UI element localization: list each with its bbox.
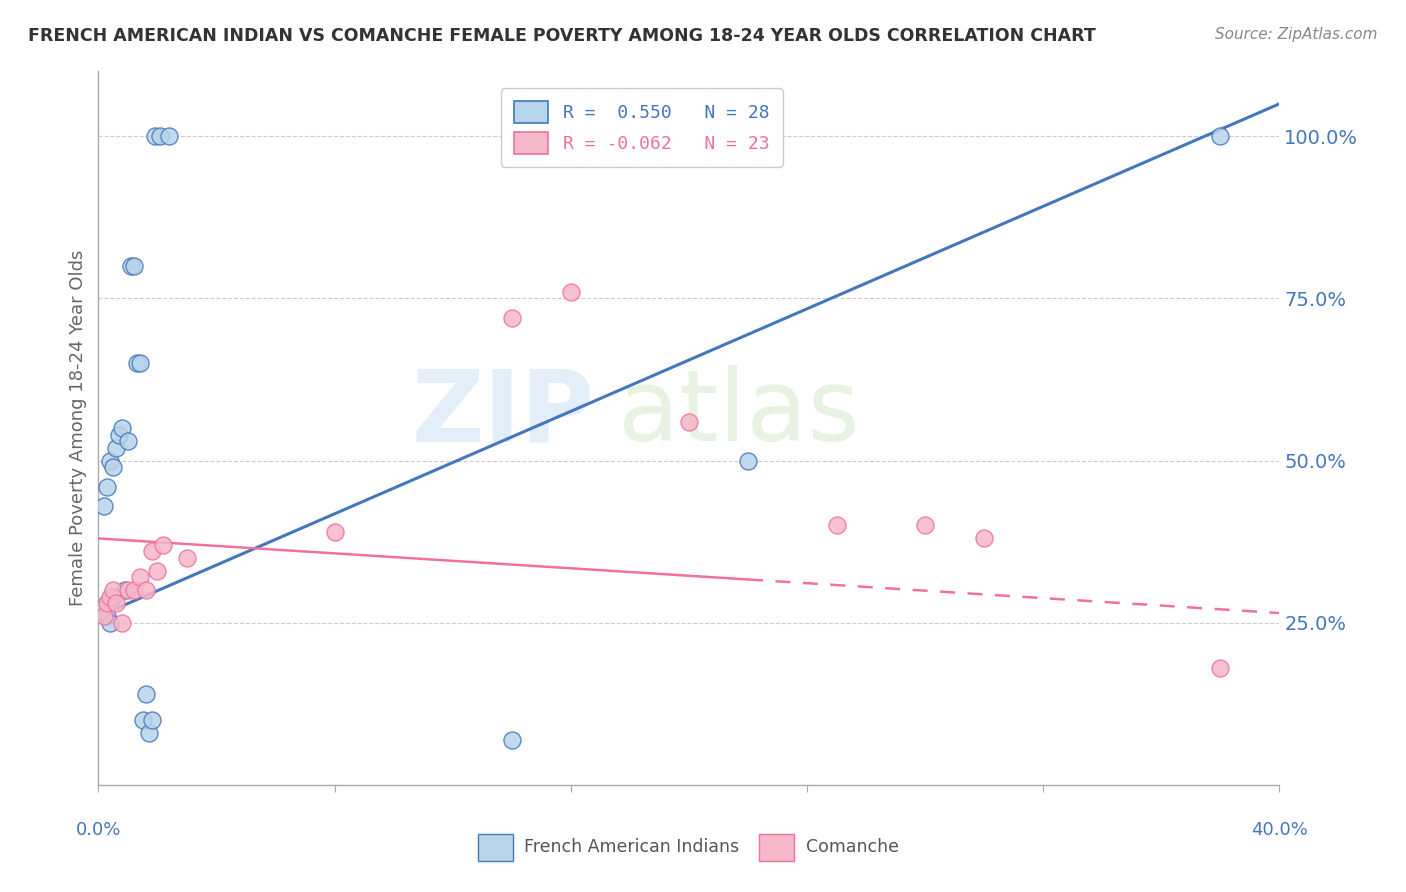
Point — [138, 726, 160, 740]
Point — [96, 596, 118, 610]
Text: Source: ZipAtlas.com: Source: ZipAtlas.com — [1215, 27, 1378, 42]
Point — [125, 356, 148, 370]
Point — [141, 713, 163, 727]
Text: 40.0%: 40.0% — [1251, 821, 1308, 838]
Point — [122, 259, 145, 273]
Point — [90, 603, 112, 617]
Point — [96, 609, 118, 624]
Point — [678, 415, 700, 429]
Point — [105, 441, 128, 455]
Text: FRENCH AMERICAN INDIAN VS COMANCHE FEMALE POVERTY AMONG 18-24 YEAR OLDS CORRELAT: FRENCH AMERICAN INDIAN VS COMANCHE FEMAL… — [28, 27, 1095, 45]
Point — [146, 564, 169, 578]
Point — [96, 479, 118, 493]
Point — [114, 583, 136, 598]
Point — [914, 518, 936, 533]
Point — [560, 285, 582, 299]
Point — [501, 310, 523, 325]
Point — [122, 583, 145, 598]
Point — [103, 460, 125, 475]
Point — [96, 596, 118, 610]
Point — [149, 129, 172, 144]
Point — [135, 583, 157, 598]
Point — [117, 583, 139, 598]
Point — [1209, 661, 1232, 675]
Point — [737, 453, 759, 467]
Point — [1209, 129, 1232, 144]
Point — [93, 603, 115, 617]
Point — [111, 421, 134, 435]
Point — [152, 538, 174, 552]
Text: Comanche: Comanche — [806, 838, 898, 856]
Point — [98, 615, 121, 630]
Point — [120, 259, 142, 273]
Point — [111, 615, 134, 630]
Point — [128, 570, 150, 584]
Y-axis label: Female Poverty Among 18-24 Year Olds: Female Poverty Among 18-24 Year Olds — [69, 250, 87, 607]
Point — [103, 583, 125, 598]
Point — [323, 524, 346, 539]
Point — [176, 550, 198, 565]
Point — [108, 427, 131, 442]
Text: French American Indians: French American Indians — [524, 838, 740, 856]
Point — [143, 129, 166, 144]
Point — [501, 732, 523, 747]
Point — [105, 596, 128, 610]
Text: atlas: atlas — [619, 366, 859, 462]
Point — [141, 544, 163, 558]
Point — [128, 356, 150, 370]
Point — [103, 590, 125, 604]
Legend: R =  0.550   N = 28, R = -0.062   N = 23: R = 0.550 N = 28, R = -0.062 N = 23 — [501, 88, 783, 167]
Point — [973, 532, 995, 546]
Point — [135, 687, 157, 701]
Point — [93, 609, 115, 624]
Point — [117, 434, 139, 449]
Text: ZIP: ZIP — [412, 366, 595, 462]
Text: 0.0%: 0.0% — [76, 821, 121, 838]
Point — [157, 129, 180, 144]
Point — [98, 453, 121, 467]
Point — [825, 518, 848, 533]
Point — [98, 590, 121, 604]
Point — [93, 499, 115, 513]
Point — [132, 713, 155, 727]
